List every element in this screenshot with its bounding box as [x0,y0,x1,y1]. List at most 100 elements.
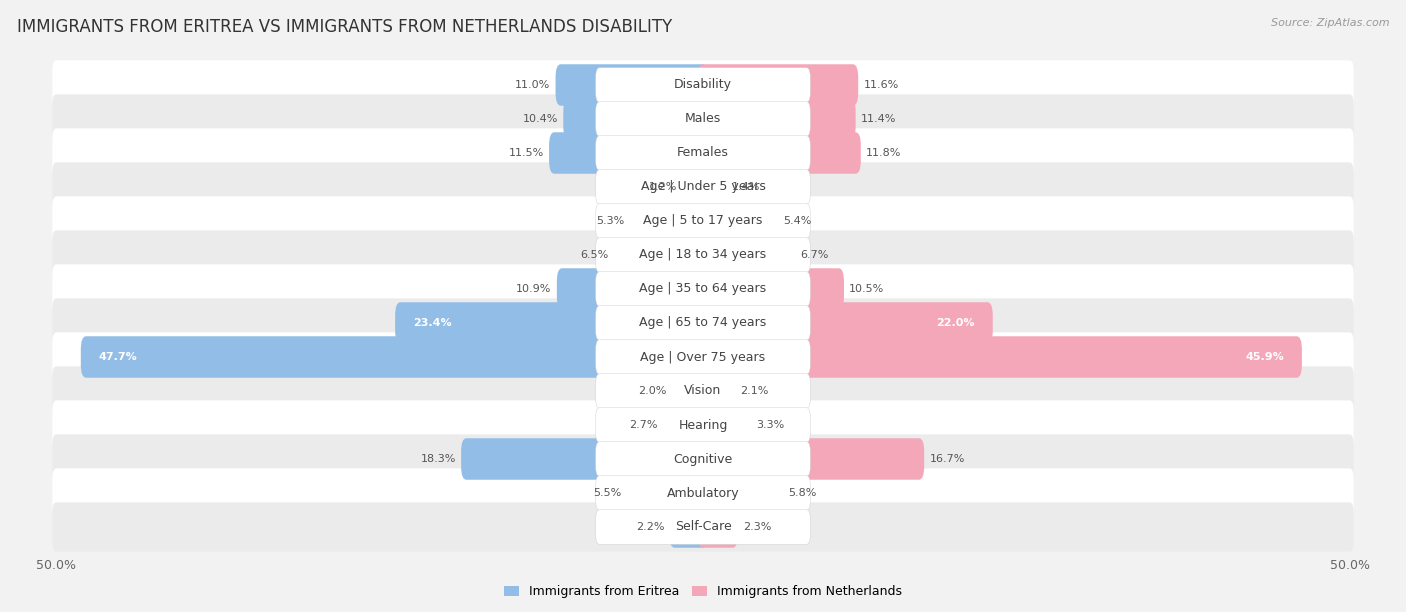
Text: 5.4%: 5.4% [783,216,811,226]
Text: Ambulatory: Ambulatory [666,487,740,499]
Text: 11.4%: 11.4% [860,114,896,124]
Text: 6.7%: 6.7% [800,250,828,260]
Text: 6.5%: 6.5% [581,250,609,260]
Text: Source: ZipAtlas.com: Source: ZipAtlas.com [1271,18,1389,28]
FancyBboxPatch shape [596,374,810,408]
FancyBboxPatch shape [52,332,1354,382]
Text: 2.7%: 2.7% [630,420,658,430]
FancyBboxPatch shape [564,99,709,140]
FancyBboxPatch shape [627,472,709,513]
Text: 5.8%: 5.8% [789,488,817,498]
Text: 10.9%: 10.9% [516,284,551,294]
Text: 2.2%: 2.2% [636,522,664,532]
FancyBboxPatch shape [52,502,1354,551]
Text: 5.3%: 5.3% [596,216,624,226]
FancyBboxPatch shape [697,336,1302,378]
Text: 11.5%: 11.5% [509,148,544,158]
Text: 2.1%: 2.1% [741,386,769,396]
Text: Disability: Disability [673,78,733,92]
Text: Age | Over 75 years: Age | Over 75 years [641,351,765,364]
FancyBboxPatch shape [697,64,858,106]
Text: 18.3%: 18.3% [420,454,456,464]
FancyBboxPatch shape [596,68,810,102]
FancyBboxPatch shape [52,468,1354,518]
FancyBboxPatch shape [697,234,794,276]
FancyBboxPatch shape [596,272,810,307]
Text: 22.0%: 22.0% [936,318,974,328]
FancyBboxPatch shape [697,370,735,412]
FancyBboxPatch shape [52,367,1354,416]
Text: Age | 5 to 17 years: Age | 5 to 17 years [644,214,762,228]
FancyBboxPatch shape [672,370,709,412]
Text: 10.5%: 10.5% [849,284,884,294]
Text: 5.5%: 5.5% [593,488,621,498]
FancyBboxPatch shape [697,438,924,480]
FancyBboxPatch shape [52,129,1354,177]
FancyBboxPatch shape [557,268,709,310]
FancyBboxPatch shape [596,476,810,510]
FancyBboxPatch shape [596,442,810,476]
FancyBboxPatch shape [52,230,1354,280]
Text: 11.8%: 11.8% [866,148,901,158]
Text: 10.4%: 10.4% [523,114,558,124]
FancyBboxPatch shape [596,136,810,170]
Text: Vision: Vision [685,384,721,398]
Text: 3.3%: 3.3% [756,420,785,430]
FancyBboxPatch shape [80,336,709,378]
FancyBboxPatch shape [697,405,751,446]
FancyBboxPatch shape [682,166,709,207]
FancyBboxPatch shape [630,200,709,242]
FancyBboxPatch shape [697,200,778,242]
FancyBboxPatch shape [461,438,709,480]
Text: Males: Males [685,113,721,125]
Text: 45.9%: 45.9% [1246,352,1284,362]
Text: 16.7%: 16.7% [929,454,965,464]
Text: Self-Care: Self-Care [675,520,731,534]
FancyBboxPatch shape [596,305,810,340]
FancyBboxPatch shape [596,237,810,272]
FancyBboxPatch shape [697,166,727,207]
Text: Age | Under 5 years: Age | Under 5 years [641,181,765,193]
FancyBboxPatch shape [596,204,810,238]
FancyBboxPatch shape [596,170,810,204]
Text: 1.2%: 1.2% [648,182,678,192]
FancyBboxPatch shape [52,298,1354,348]
FancyBboxPatch shape [669,506,709,548]
FancyBboxPatch shape [697,268,844,310]
FancyBboxPatch shape [52,61,1354,110]
Text: 11.0%: 11.0% [515,80,550,90]
FancyBboxPatch shape [596,510,810,544]
Text: 23.4%: 23.4% [413,318,451,328]
Text: Age | 35 to 64 years: Age | 35 to 64 years [640,283,766,296]
FancyBboxPatch shape [697,472,783,513]
FancyBboxPatch shape [52,435,1354,483]
FancyBboxPatch shape [52,162,1354,212]
FancyBboxPatch shape [52,264,1354,313]
FancyBboxPatch shape [662,405,709,446]
Text: 2.3%: 2.3% [744,522,772,532]
FancyBboxPatch shape [550,132,709,174]
Text: Cognitive: Cognitive [673,452,733,466]
FancyBboxPatch shape [555,64,709,106]
Text: 47.7%: 47.7% [98,352,138,362]
Text: Age | 18 to 34 years: Age | 18 to 34 years [640,248,766,261]
FancyBboxPatch shape [697,302,993,344]
FancyBboxPatch shape [697,506,738,548]
FancyBboxPatch shape [697,132,860,174]
FancyBboxPatch shape [52,196,1354,245]
Text: 2.0%: 2.0% [638,386,666,396]
Text: Age | 65 to 74 years: Age | 65 to 74 years [640,316,766,329]
FancyBboxPatch shape [52,94,1354,144]
FancyBboxPatch shape [395,302,709,344]
FancyBboxPatch shape [614,234,709,276]
Text: Females: Females [678,146,728,160]
Text: Hearing: Hearing [678,419,728,431]
FancyBboxPatch shape [596,340,810,375]
Text: IMMIGRANTS FROM ERITREA VS IMMIGRANTS FROM NETHERLANDS DISABILITY: IMMIGRANTS FROM ERITREA VS IMMIGRANTS FR… [17,18,672,36]
Legend: Immigrants from Eritrea, Immigrants from Netherlands: Immigrants from Eritrea, Immigrants from… [499,580,907,603]
Text: 11.6%: 11.6% [863,80,898,90]
FancyBboxPatch shape [596,408,810,442]
FancyBboxPatch shape [52,400,1354,450]
Text: 1.4%: 1.4% [731,182,759,192]
FancyBboxPatch shape [596,102,810,136]
